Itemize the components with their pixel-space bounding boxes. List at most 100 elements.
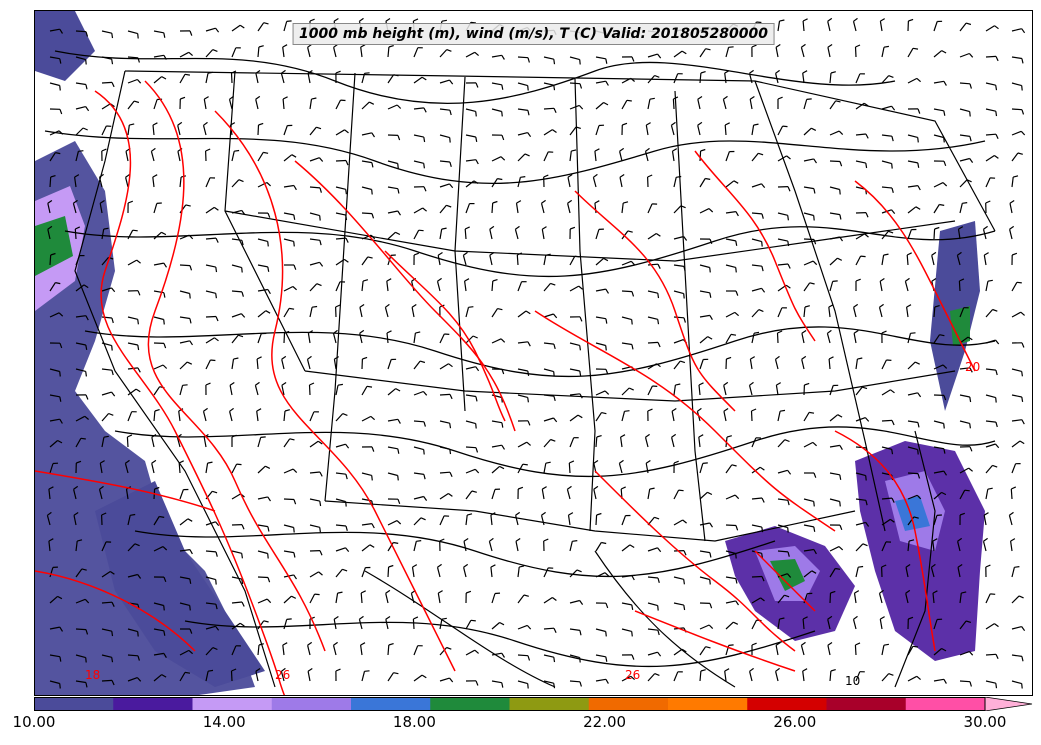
wind-barb-flag — [761, 183, 766, 188]
wind-barb-flag — [397, 163, 399, 169]
wind-barb — [490, 567, 493, 578]
wind-barb-flag — [492, 200, 498, 204]
wind-barb — [698, 437, 701, 448]
wind-barb — [153, 602, 164, 607]
wind-barb — [439, 108, 450, 111]
wind-barb — [777, 125, 784, 136]
wind-barb — [829, 592, 832, 604]
wind-barb-flag — [683, 579, 685, 585]
wind-barb — [803, 212, 814, 217]
wind-barb — [73, 489, 77, 500]
wind-barb-flag — [234, 149, 240, 152]
wind-barb — [75, 680, 86, 684]
wind-barb-flag — [258, 122, 264, 126]
wind-barb-flag — [753, 123, 759, 126]
wind-barb — [49, 254, 52, 266]
wind-barb-flag — [881, 330, 887, 334]
wind-barb — [229, 411, 233, 422]
wind-barb — [1010, 488, 1013, 500]
wind-barb — [1011, 282, 1018, 292]
wind-barb — [595, 102, 604, 110]
wind-barb-flag — [474, 649, 479, 654]
wind-barb-flag — [830, 590, 836, 594]
wind-barb-flag — [75, 226, 81, 230]
wind-barb-flag — [81, 568, 87, 571]
wind-barb-flag — [657, 319, 660, 325]
wind-barb — [361, 415, 372, 422]
wind-barb-flag — [489, 537, 494, 542]
wind-barb-flag — [750, 356, 756, 360]
wind-barb-flag — [345, 160, 349, 166]
wind-barb — [491, 444, 502, 448]
wind-barb — [413, 229, 420, 240]
wind-barb — [907, 392, 918, 396]
colorbar-segment — [509, 697, 590, 711]
wind-barb-flag — [178, 460, 184, 464]
wind-barb-flag — [282, 44, 288, 48]
wind-barb — [491, 54, 502, 58]
wind-barb-flag — [423, 107, 427, 113]
wind-barb — [101, 601, 113, 604]
wind-barb-flag — [730, 333, 737, 336]
wind-barb-flag — [735, 525, 739, 531]
wind-barb-flag — [125, 173, 131, 178]
wind-barb-flag — [203, 96, 209, 100]
wind-barb — [387, 46, 390, 58]
wind-barb — [101, 570, 111, 578]
wind-barb — [595, 678, 607, 682]
wind-barb — [309, 524, 320, 528]
wind-barb — [517, 132, 528, 136]
wind-barb — [465, 51, 476, 58]
wind-barb-flag — [422, 391, 428, 396]
wind-barb-flag — [675, 383, 681, 386]
wind-barb-flag — [995, 397, 997, 403]
wind-barb-flag — [700, 669, 706, 672]
wind-barb-flag — [631, 575, 635, 581]
wind-barb-flag — [1009, 225, 1015, 230]
wind-barb — [593, 489, 597, 500]
wind-barb — [569, 56, 580, 61]
wind-barb — [543, 463, 547, 474]
wind-barb — [853, 593, 857, 604]
wind-barb-flag — [59, 371, 61, 377]
wind-barb — [309, 498, 320, 502]
wind-barb-flag — [59, 28, 64, 34]
wind-barb-flag — [189, 549, 193, 555]
wind-barb — [855, 417, 866, 422]
wind-barb — [1011, 567, 1015, 578]
wind-barb-flag — [137, 367, 141, 373]
wind-barb-flag — [761, 241, 763, 247]
wind-barb-flag — [501, 682, 504, 688]
wind-barb — [101, 368, 112, 371]
wind-barb — [803, 282, 811, 292]
wind-barb — [803, 238, 815, 241]
wind-barb — [75, 654, 86, 659]
wind-barb-flag — [835, 100, 841, 103]
wind-barb-flag — [369, 544, 375, 548]
wind-barb-flag — [965, 22, 972, 26]
wind-barb-flag — [136, 259, 141, 264]
wind-barb — [827, 47, 831, 58]
wind-barb-flag — [239, 24, 245, 29]
wind-barb — [1011, 419, 1022, 422]
wind-barb — [152, 125, 155, 136]
wind-barb-flag — [345, 237, 349, 243]
wind-barb — [361, 160, 372, 164]
wind-barb-flag — [342, 413, 348, 416]
wind-barb — [465, 335, 474, 344]
wind-barb-flag — [73, 199, 78, 204]
wind-barb — [985, 394, 996, 399]
wind-barb-flag — [1011, 486, 1017, 490]
wind-barb-flag — [593, 173, 598, 178]
wind-barb-flag — [85, 371, 87, 377]
shade-west-coast-green — [35, 216, 73, 276]
wind-barb-flag — [85, 657, 87, 663]
wind-barb — [48, 541, 51, 552]
wind-barb-flag — [705, 48, 711, 51]
wind-barb-flag — [345, 474, 348, 480]
wind-barb-flag — [891, 163, 893, 169]
wind-barb-flag — [59, 656, 62, 662]
wind-barb — [829, 498, 840, 503]
wind-barb-flag — [58, 312, 64, 317]
wind-barb-flag — [579, 59, 581, 65]
